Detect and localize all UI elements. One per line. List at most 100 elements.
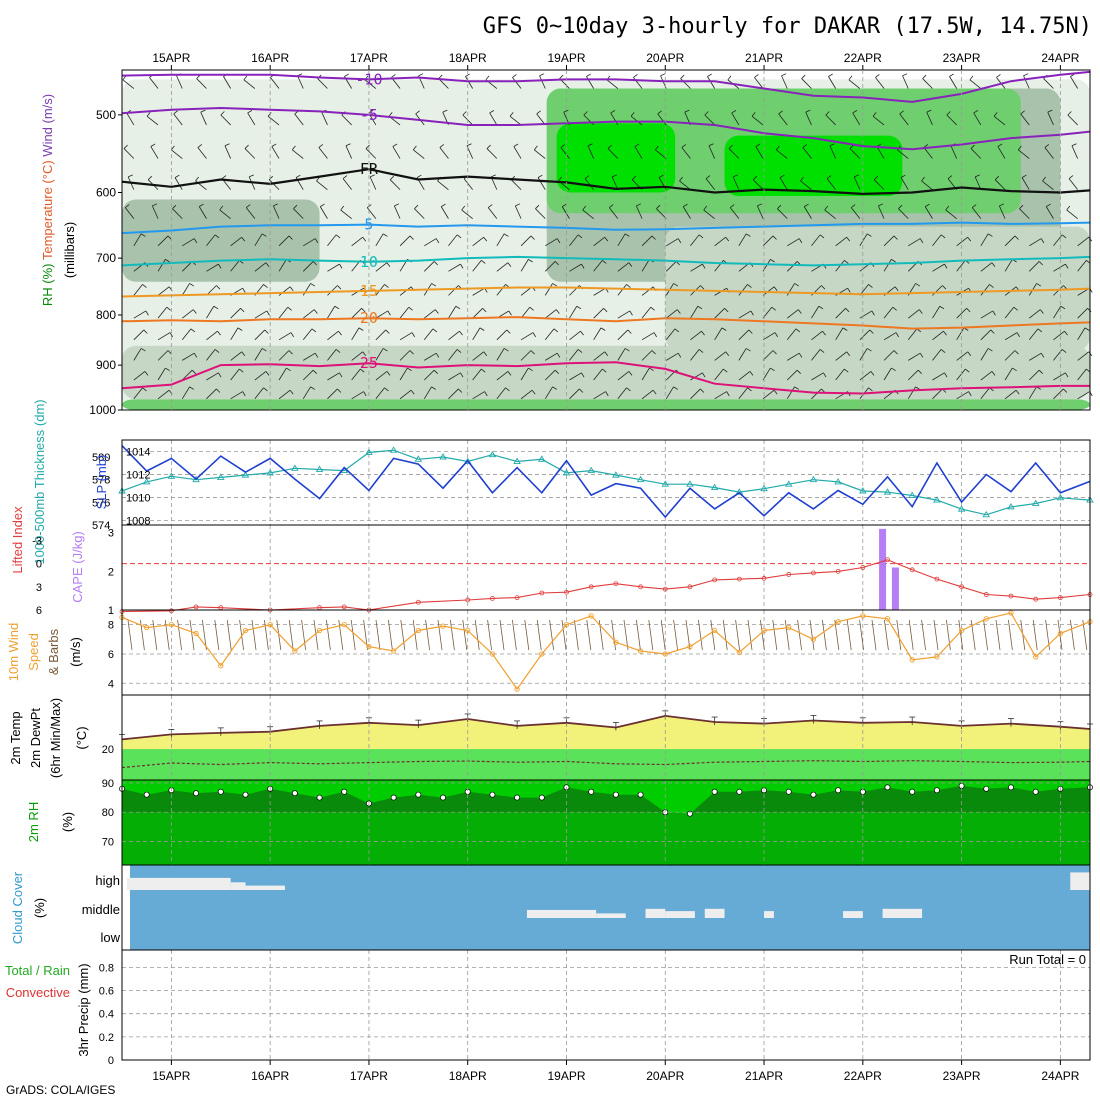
- wind-barb: [133, 371, 146, 381]
- wind-barb-flag: [947, 175, 953, 179]
- wind-barb-flag: [577, 349, 583, 353]
- pressure-tick-label: 900: [96, 358, 116, 372]
- wind-barb-flag: [818, 305, 824, 310]
- wind10m-barb: [549, 619, 554, 651]
- wind-barb: [448, 263, 461, 272]
- wind10m-barb: [908, 619, 914, 651]
- lifted-index-point: [465, 597, 471, 603]
- wind-barb: [679, 180, 691, 190]
- cloud-ylabel-part: Cloud Cover: [10, 871, 25, 944]
- wind-barb-flag: [439, 144, 445, 148]
- upper-air-ylabel2-part: (millibars): [62, 222, 77, 278]
- wind-barb-flag: [944, 372, 948, 378]
- wind-barb: [738, 329, 750, 341]
- wind10m-point: [860, 613, 866, 619]
- wind-barb-flag: [899, 110, 904, 115]
- wind-barb: [641, 286, 654, 296]
- cape-ylabel: CAPE (J/kg): [70, 531, 85, 603]
- wind-barb-flag: [144, 371, 149, 376]
- wind-barb-flag: [314, 238, 319, 244]
- wind-barb-flag: [152, 203, 158, 207]
- wind-barb-flag: [460, 263, 464, 269]
- wind10m-barb: [412, 619, 418, 651]
- wind-barb: [316, 180, 328, 190]
- wind-barb-flag: [777, 204, 782, 209]
- lifted-index-point: [539, 590, 545, 596]
- x-tick-label-bottom: 16APR: [251, 1069, 289, 1083]
- wind10m-point: [242, 627, 249, 634]
- wind-barb-flag: [563, 109, 569, 113]
- wind-barb: [835, 327, 844, 341]
- wind-barb-flag: [1066, 205, 1071, 211]
- wind-barb: [327, 330, 339, 341]
- wind-barb: [593, 287, 606, 296]
- lifted-index-point: [811, 570, 816, 576]
- wind-barb-flag: [1039, 309, 1044, 314]
- wind-barb-flag: [875, 74, 880, 78]
- run-total-label: Run Total = 0: [1009, 952, 1086, 967]
- wind-barb: [1077, 351, 1089, 361]
- wind-barb-flag: [411, 332, 415, 338]
- wind-barb: [206, 306, 215, 319]
- thickness-tick-label: 576: [92, 497, 110, 509]
- wind-barb: [587, 145, 595, 159]
- wind-barb-flag: [530, 350, 535, 355]
- wind-barb: [278, 286, 291, 296]
- thickness-point: [241, 471, 250, 478]
- wind10m-barb: [425, 619, 430, 651]
- wind-barb: [690, 330, 702, 341]
- wind-barb: [994, 179, 1006, 190]
- wind-barb-flag: [505, 387, 510, 392]
- isotherm-line: [121, 221, 1091, 235]
- wind-barb-flag: [871, 310, 875, 316]
- wind-barb-flag: [1068, 175, 1074, 179]
- wind-barb: [206, 263, 219, 272]
- wind-barb: [714, 260, 724, 272]
- wind-barb: [883, 306, 894, 319]
- wind10m-point: [390, 648, 397, 654]
- wind-barb: [133, 284, 143, 296]
- wind10m-ylabel-speed-part: Speed: [26, 633, 41, 671]
- thickness-ylabel: 1000-500mb Thickness (dm): [32, 399, 47, 564]
- thickness-point: [315, 465, 324, 472]
- wind-barb: [133, 310, 147, 319]
- wind-barb: [883, 332, 897, 341]
- wind-barb: [635, 205, 643, 219]
- wind-barb-flag: [997, 143, 1003, 147]
- wind-barb-flag: [770, 259, 775, 263]
- thickness-point: [834, 478, 842, 485]
- wind-barb-flag: [747, 284, 752, 288]
- wind-barb: [1053, 372, 1066, 381]
- wind-barb-flag: [751, 112, 756, 117]
- wind-barb-flag: [919, 352, 924, 358]
- wind-barb: [150, 146, 159, 159]
- wind-barb-flag: [700, 285, 705, 290]
- wind-barb-flag: [483, 351, 488, 356]
- wind-barb: [738, 284, 748, 296]
- wind-barb: [956, 308, 967, 319]
- lifted-index-point: [860, 565, 866, 570]
- precip-tick-label: 0.6: [99, 986, 114, 998]
- wind-barb: [375, 387, 385, 400]
- slp-ylabel-part: SLP (mb): [94, 455, 109, 510]
- wind-barb-flag: [214, 234, 220, 239]
- wind-barb: [666, 309, 678, 319]
- wind-barb-flag: [289, 286, 294, 291]
- wind-barb-flag: [965, 368, 970, 373]
- wind-barb: [133, 329, 145, 341]
- wind-barb-flag: [431, 386, 437, 390]
- wind-barb: [655, 149, 667, 159]
- wind-barb: [423, 386, 432, 399]
- wind-barb-flag: [1065, 372, 1069, 378]
- wind-barb-flag: [456, 234, 462, 239]
- wind-barb-flag: [528, 367, 533, 372]
- wind-barb-flag: [945, 205, 950, 211]
- wind-barb: [345, 145, 353, 159]
- wind10m-barb: [226, 619, 232, 651]
- wind10m-barb: [809, 619, 815, 651]
- wind-barb: [859, 329, 871, 341]
- wind-barb: [424, 238, 437, 247]
- rh2m-point: [1032, 788, 1039, 795]
- wind-barb: [824, 209, 836, 219]
- wind-barb: [762, 350, 774, 361]
